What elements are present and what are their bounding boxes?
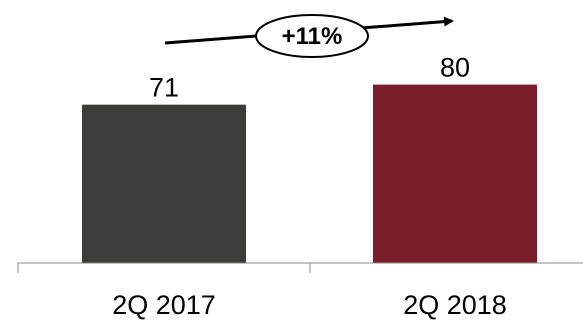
growth-badge [255,14,369,58]
data-label-2: 80 [440,53,470,83]
bar-2 [373,84,537,263]
data-label-1: 71 [149,73,179,103]
growth-label: +11% [282,23,343,50]
bar-1 [82,104,246,263]
category-label-2: 2Q 2018 [403,290,507,320]
category-label-1: 2Q 2017 [112,290,216,320]
